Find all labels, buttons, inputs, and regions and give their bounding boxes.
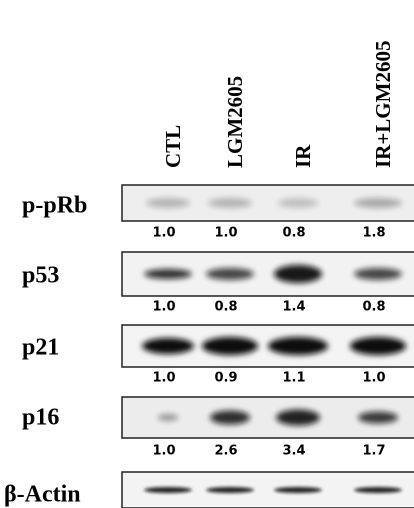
quant-value: 1.1 — [282, 371, 305, 386]
band — [144, 269, 192, 279]
protein-label: p-pRb — [22, 193, 87, 219]
band — [354, 487, 402, 493]
quant-value: 2.6 — [214, 444, 237, 459]
quant-value: 1.0 — [362, 371, 385, 386]
band — [146, 198, 190, 208]
band — [278, 198, 318, 208]
quant-value: 1.8 — [362, 226, 385, 241]
quant-value: 1.0 — [152, 444, 175, 459]
protein-label: p16 — [22, 405, 59, 431]
lane-label: IR — [291, 144, 315, 168]
band — [144, 487, 192, 493]
band — [268, 337, 328, 355]
band — [354, 198, 402, 208]
blot-figure: CTL LGM2605 IR IR+LGM2605 p-pRb 1.0 1.0 0.8 1.8 p… — [0, 0, 414, 508]
blot-layer: CTL LGM2605 IR IR+LGM2605 p-pRb 1.0 1.0 0.8 1.8 p… — [4, 41, 414, 508]
lane-label: LGM2605 — [223, 76, 247, 168]
quant-value: 1.0 — [152, 300, 175, 315]
band — [206, 487, 254, 493]
band — [202, 337, 258, 355]
band — [350, 337, 406, 355]
quant-value: 0.8 — [282, 226, 305, 241]
quant-value: 3.4 — [282, 444, 305, 459]
quant-value: 0.9 — [214, 371, 237, 386]
band — [206, 268, 254, 280]
band — [274, 265, 322, 283]
band — [358, 412, 398, 424]
band — [142, 338, 194, 354]
band — [158, 415, 178, 421]
quant-value: 0.8 — [214, 300, 237, 315]
band — [210, 411, 250, 425]
protein-label: p53 — [22, 263, 59, 289]
band — [208, 198, 252, 208]
lane-label: CTL — [161, 125, 185, 168]
quant-value: 1.7 — [362, 444, 385, 459]
quant-value: 1.4 — [282, 300, 305, 315]
band — [354, 268, 402, 280]
lane-label: IR+LGM2605 — [371, 41, 395, 168]
quant-value: 1.0 — [214, 226, 237, 241]
band — [276, 410, 320, 426]
quant-value: 1.0 — [152, 226, 175, 241]
quant-value: 1.0 — [152, 371, 175, 386]
protein-label: p21 — [22, 335, 59, 361]
band — [274, 487, 322, 493]
quant-value: 0.8 — [362, 300, 385, 315]
protein-label: β-Actin — [4, 482, 81, 508]
